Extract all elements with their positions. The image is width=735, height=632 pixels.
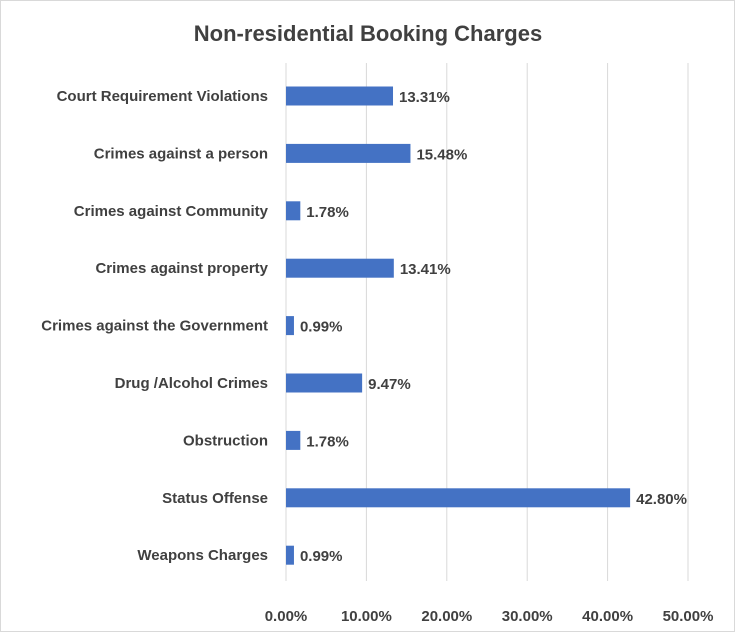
data-label: 1.78% [306,433,349,450]
x-tick-label: 30.00% [502,608,553,625]
category-label: Weapons Charges [137,547,268,564]
category-label: Crimes against a person [94,145,268,162]
bar [286,201,301,221]
x-tick-label: 0.00% [265,608,308,625]
data-label: 13.41% [400,261,451,278]
data-label: 42.80% [636,491,687,508]
category-label: Drug /Alcohol Crimes [115,375,268,392]
category-label: Court Requirement Violations [57,88,268,105]
category-label: Crimes against the Government [41,318,268,335]
bar [286,545,294,565]
data-label: 0.99% [300,548,343,565]
x-axis-ticks: 0.00% 10.00% 20.00% 30.00% 40.00% 50.00% [265,608,714,625]
chart-title: Non-residential Booking Charges [194,21,542,46]
category-label: Crimes against property [95,260,268,277]
data-labels: 13.31% 15.48% 1.78% 13.41% 0.99% 9.47% 1.78% 42… [300,89,687,565]
bar [286,258,394,278]
x-tick-label: 50.00% [663,608,714,625]
bar [286,488,631,508]
bar [286,430,301,450]
data-label: 1.78% [306,204,349,221]
category-label: Crimes against Community [74,203,269,220]
bar [286,373,363,393]
category-label: Obstruction [183,432,268,449]
data-label: 13.31% [399,89,450,106]
data-label: 0.99% [300,319,343,336]
bar [286,86,394,106]
data-label: 9.47% [368,376,411,393]
bar [286,316,294,336]
bar [286,143,411,163]
bars [286,86,631,565]
data-label: 15.48% [416,146,467,163]
category-labels: Court Requirement Violations Crimes again… [41,88,268,564]
x-tick-label: 20.00% [421,608,472,625]
x-tick-label: 40.00% [582,608,633,625]
x-tick-label: 10.00% [341,608,392,625]
category-label: Status Offense [162,490,268,507]
